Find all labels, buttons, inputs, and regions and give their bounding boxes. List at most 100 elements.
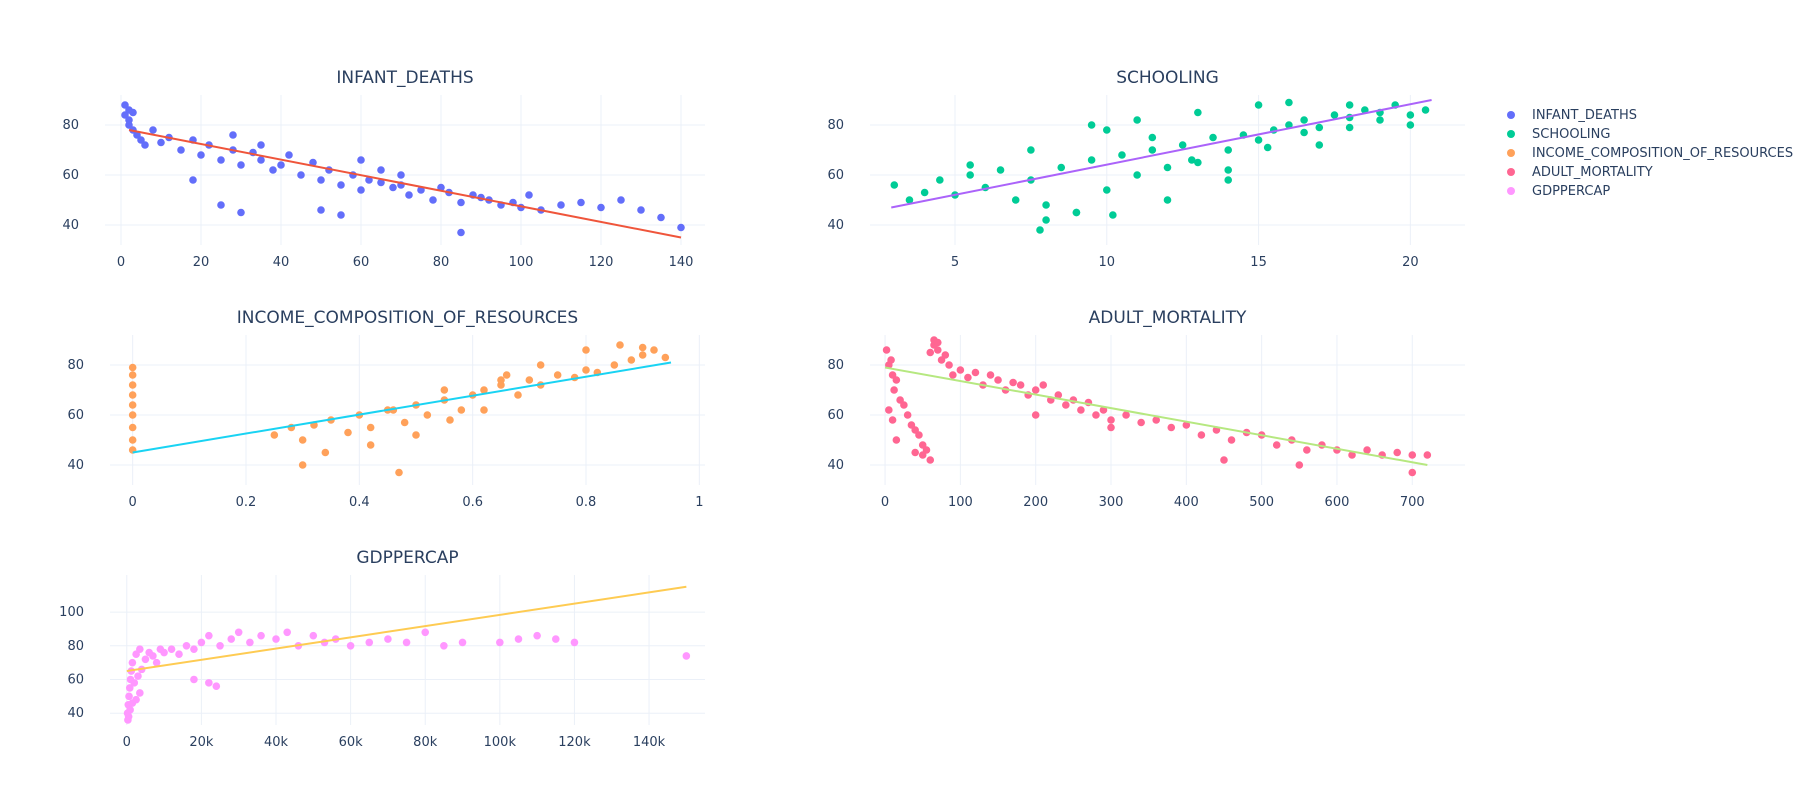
data-point[interactable] (366, 441, 375, 449)
data-point[interactable] (1036, 226, 1044, 234)
data-point[interactable] (933, 338, 942, 347)
data-point[interactable] (1254, 101, 1263, 109)
data-point[interactable] (1227, 436, 1236, 444)
data-point[interactable] (1406, 121, 1415, 129)
data-point[interactable] (136, 645, 144, 653)
data-point[interactable] (395, 468, 403, 477)
data-point[interactable] (429, 196, 437, 204)
data-point[interactable] (160, 648, 168, 657)
data-point[interactable] (966, 171, 974, 179)
data-point[interactable] (457, 198, 465, 207)
data-point[interactable] (157, 138, 165, 147)
data-point[interactable] (536, 361, 545, 369)
data-point[interactable] (1197, 431, 1206, 439)
data-point[interactable] (357, 156, 365, 164)
data-point[interactable] (377, 178, 385, 187)
data-point[interactable] (190, 675, 198, 684)
data-point[interactable] (177, 146, 185, 154)
data-point[interactable] (1107, 423, 1115, 432)
data-point[interactable] (124, 712, 133, 721)
data-point[interactable] (1363, 446, 1371, 454)
data-point[interactable] (141, 655, 150, 664)
data-point[interactable] (582, 346, 590, 354)
data-point[interactable] (317, 176, 325, 184)
data-point[interactable] (1194, 108, 1202, 117)
data-point[interactable] (128, 423, 137, 432)
data-point[interactable] (152, 658, 161, 667)
data-point[interactable] (582, 366, 590, 374)
data-point[interactable] (309, 631, 318, 640)
data-point[interactable] (1027, 146, 1035, 154)
data-point[interactable] (1167, 423, 1176, 432)
data-point[interactable] (227, 635, 236, 643)
data-point[interactable] (237, 208, 245, 217)
data-point[interactable] (272, 635, 280, 643)
data-point[interactable] (270, 431, 279, 439)
data-point[interactable] (577, 198, 585, 207)
data-point[interactable] (389, 183, 397, 192)
data-point[interactable] (128, 381, 137, 389)
legend-item[interactable]: SCHOOLING (1507, 127, 1610, 142)
data-point[interactable] (149, 126, 157, 134)
data-point[interactable] (905, 196, 914, 204)
legend-item[interactable]: INCOME_COMPOSITION_OF_RESOURCES (1507, 146, 1793, 161)
data-point[interactable] (190, 645, 198, 653)
data-point[interactable] (1224, 166, 1233, 174)
data-point[interactable] (1133, 171, 1141, 179)
data-point[interactable] (1109, 211, 1117, 219)
data-point[interactable] (1133, 116, 1141, 124)
data-point[interactable] (129, 108, 137, 117)
data-point[interactable] (1107, 416, 1115, 424)
data-point[interactable] (557, 201, 565, 209)
data-point[interactable] (197, 638, 206, 647)
data-point[interactable] (887, 356, 895, 364)
data-point[interactable] (402, 638, 411, 647)
data-point[interactable] (128, 436, 137, 444)
data-point[interactable] (298, 461, 307, 469)
data-point[interactable] (497, 376, 505, 384)
data-point[interactable] (1072, 208, 1081, 217)
data-point[interactable] (128, 411, 137, 419)
data-point[interactable] (234, 628, 243, 637)
data-point[interactable] (941, 351, 950, 359)
data-point[interactable] (405, 191, 413, 199)
data-point[interactable] (888, 416, 897, 424)
data-point[interactable] (1148, 133, 1157, 142)
data-point[interactable] (936, 176, 944, 184)
data-point[interactable] (357, 186, 365, 194)
data-point[interactable] (189, 176, 197, 184)
data-point[interactable] (1187, 156, 1196, 164)
data-point[interactable] (216, 641, 224, 650)
data-point[interactable] (1031, 386, 1040, 394)
data-point[interactable] (212, 682, 221, 691)
data-point[interactable] (1087, 156, 1096, 164)
data-point[interactable] (1062, 401, 1070, 409)
data-point[interactable] (384, 635, 392, 643)
data-point[interactable] (1345, 101, 1354, 109)
data-point[interactable] (1102, 126, 1111, 134)
data-point[interactable] (128, 401, 137, 409)
data-point[interactable] (309, 158, 317, 167)
data-point[interactable] (1009, 378, 1017, 387)
data-point[interactable] (1300, 116, 1308, 124)
data-point[interactable] (423, 411, 432, 419)
data-point[interactable] (638, 343, 647, 352)
data-point[interactable] (1348, 451, 1356, 459)
data-point[interactable] (257, 631, 265, 640)
data-point[interactable] (900, 401, 908, 409)
data-point[interactable] (892, 376, 901, 384)
data-point[interactable] (1330, 111, 1339, 119)
data-point[interactable] (246, 638, 254, 647)
data-point[interactable] (1092, 411, 1100, 419)
data-point[interactable] (627, 356, 636, 364)
data-point[interactable] (553, 371, 562, 379)
data-point[interactable] (128, 371, 137, 379)
data-point[interactable] (966, 161, 974, 169)
data-point[interactable] (1137, 418, 1145, 427)
data-point[interactable] (237, 161, 245, 169)
data-point[interactable] (1393, 448, 1402, 457)
data-point[interactable] (994, 376, 1002, 384)
data-point[interactable] (1300, 128, 1308, 137)
data-point[interactable] (945, 361, 953, 369)
data-point[interactable] (661, 353, 670, 362)
